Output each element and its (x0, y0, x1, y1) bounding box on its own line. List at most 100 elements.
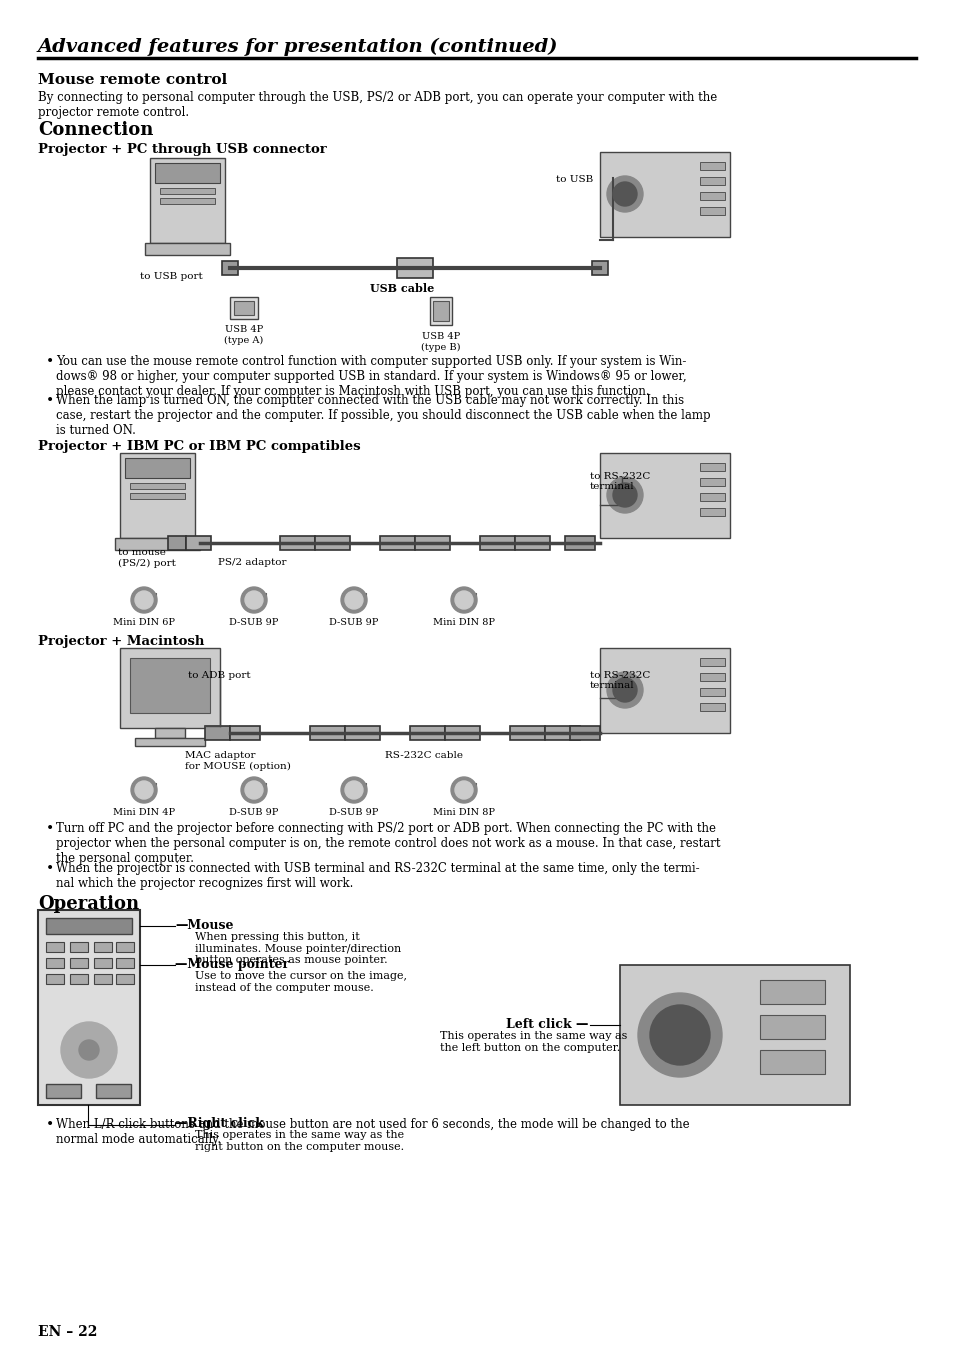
Text: •: • (46, 821, 54, 836)
Text: You can use the mouse remote control function with computer supported USB only. : You can use the mouse remote control fun… (56, 355, 686, 399)
Text: Mini DIN 4P: Mini DIN 4P (112, 808, 175, 817)
Bar (145, 243, 230, 255)
Bar (154, 728, 185, 738)
Circle shape (451, 586, 476, 613)
Bar (70, 942, 88, 952)
Text: By connecting to personal computer through the USB, PS/2 or ADB port, you can op: By connecting to personal computer throu… (38, 91, 717, 119)
Bar (599, 153, 729, 236)
Text: Use to move the cursor on the image,
instead of the computer mouse.: Use to move the cursor on the image, ins… (194, 971, 407, 993)
Bar (544, 725, 579, 740)
Bar (160, 188, 214, 195)
Bar (230, 297, 257, 319)
Circle shape (135, 781, 152, 798)
Bar (310, 725, 345, 740)
Bar (125, 458, 190, 478)
Text: USB 4P
(type A): USB 4P (type A) (224, 326, 263, 345)
Circle shape (135, 590, 152, 609)
Bar (479, 536, 515, 550)
Circle shape (131, 777, 157, 802)
Bar (592, 261, 607, 276)
Circle shape (606, 671, 642, 708)
Bar (205, 725, 230, 740)
Circle shape (613, 484, 637, 507)
Bar (700, 192, 724, 200)
Circle shape (451, 777, 476, 802)
Bar (700, 508, 724, 516)
Text: When L/R click buttons and the mouse button are not used for 6 seconds, the mode: When L/R click buttons and the mouse but… (56, 1119, 689, 1146)
Bar (130, 658, 210, 713)
Circle shape (613, 678, 637, 703)
Bar (700, 688, 724, 696)
Bar (168, 536, 186, 550)
Bar (452, 593, 476, 603)
Circle shape (649, 1005, 709, 1065)
Text: D-SUB 9P: D-SUB 9P (329, 617, 378, 627)
Bar (700, 493, 724, 501)
Bar (116, 974, 133, 984)
Bar (233, 301, 253, 315)
Bar (569, 725, 599, 740)
Bar (341, 784, 366, 793)
Circle shape (340, 777, 367, 802)
Bar (96, 1084, 131, 1098)
Circle shape (455, 590, 473, 609)
Text: to USB port: to USB port (140, 272, 203, 281)
Bar (700, 673, 724, 681)
Bar (700, 658, 724, 666)
Text: to RS-232C
terminal: to RS-232C terminal (589, 671, 650, 690)
Circle shape (345, 781, 363, 798)
Circle shape (613, 182, 637, 205)
Circle shape (455, 781, 473, 798)
Bar (415, 536, 450, 550)
Bar (564, 536, 595, 550)
Text: —Mouse pointer: —Mouse pointer (174, 958, 289, 971)
Text: —Right click: —Right click (174, 1117, 264, 1129)
Text: This operates in the same way as the
right button on the computer mouse.: This operates in the same way as the rig… (194, 1129, 404, 1151)
Text: Advanced features for presentation (continued): Advanced features for presentation (cont… (38, 38, 558, 57)
Text: When the lamp is turned ON, the computer connected with the USB cable may not wo: When the lamp is turned ON, the computer… (56, 394, 710, 436)
Bar (430, 297, 452, 326)
Bar (410, 725, 444, 740)
Bar (135, 738, 205, 746)
Bar (599, 453, 729, 538)
Bar (345, 725, 379, 740)
Bar (700, 162, 724, 170)
Text: Connection: Connection (38, 122, 153, 139)
Bar (46, 1084, 81, 1098)
Text: Turn off PC and the projector before connecting with PS/2 port or ADB port. When: Turn off PC and the projector before con… (56, 821, 720, 865)
Circle shape (79, 1040, 99, 1061)
Bar (760, 1015, 824, 1039)
Bar (46, 974, 64, 984)
Bar (341, 593, 366, 603)
Text: Mouse remote control: Mouse remote control (38, 73, 227, 86)
Text: Left click —: Left click — (505, 1019, 587, 1031)
Bar (186, 536, 211, 550)
Bar (120, 453, 194, 538)
Text: D-SUB 9P: D-SUB 9P (329, 808, 378, 817)
Bar (154, 163, 220, 182)
Bar (700, 207, 724, 215)
Text: Mini DIN 6P: Mini DIN 6P (112, 617, 174, 627)
Bar (116, 958, 133, 969)
Bar (230, 725, 260, 740)
Bar (38, 911, 140, 1105)
Circle shape (241, 586, 267, 613)
Bar (515, 536, 550, 550)
Bar (599, 648, 729, 734)
Bar (280, 536, 314, 550)
Bar (379, 536, 415, 550)
Circle shape (245, 590, 263, 609)
Circle shape (61, 1021, 117, 1078)
Text: D-SUB 9P: D-SUB 9P (229, 808, 278, 817)
Text: When pressing this button, it
illuminates. Mouse pointer/direction
button operat: When pressing this button, it illuminate… (194, 932, 401, 965)
Bar (115, 538, 200, 550)
Bar (46, 917, 132, 934)
Bar (700, 478, 724, 486)
Bar (94, 942, 112, 952)
Bar (222, 261, 237, 276)
Bar (510, 725, 544, 740)
Bar (120, 648, 220, 728)
Text: This operates in the same way as
the left button on the computer.: This operates in the same way as the lef… (439, 1031, 627, 1052)
Circle shape (606, 477, 642, 513)
Text: to mouse
(PS/2) port: to mouse (PS/2) port (118, 549, 175, 567)
